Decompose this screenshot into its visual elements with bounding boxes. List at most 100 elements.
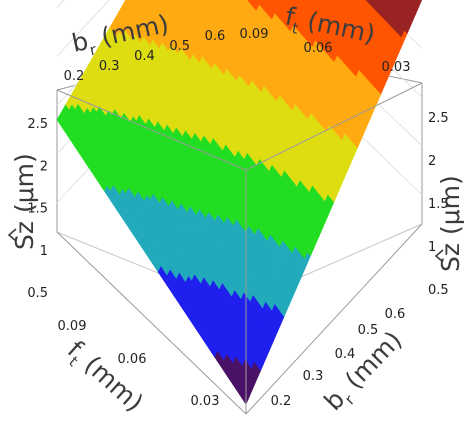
surface-cell — [203, 0, 211, 8]
surface-cell — [403, 0, 409, 5]
surface-cell — [258, 0, 266, 9]
surface-cell — [240, 0, 247, 6]
surface-cell — [341, 0, 349, 8]
br-tick-label-front: 0.4 — [335, 347, 356, 362]
z-tick-label-left: 2.5 — [27, 117, 48, 132]
surface-cell — [129, 0, 132, 2]
surface-cell — [332, 0, 340, 7]
surface-cell — [247, 0, 252, 4]
surface-cell — [412, 0, 418, 4]
surface-cell — [150, 0, 154, 3]
ft-tick-label-front: 0.03 — [191, 394, 220, 409]
ft-tick-label-top: 0.09 — [240, 27, 269, 42]
surface-cell — [415, 0, 423, 7]
br-tick-label-top: 0.2 — [64, 69, 85, 84]
surface-cell — [393, 0, 400, 5]
surface — [56, 0, 423, 405]
grid-line — [56, 0, 110, 57]
br-tick-label-top: 0.4 — [134, 49, 155, 64]
surface-cell — [194, 0, 201, 6]
surface-cell — [292, 0, 300, 10]
surface-cell — [216, 0, 222, 4]
surface-cell — [313, 0, 321, 6]
surface-cell — [186, 0, 191, 3]
br-tick-label-front: 0.2 — [271, 394, 292, 409]
surface-cell — [409, 0, 417, 11]
surface-cell — [393, 0, 395, 2]
surface-cell — [145, 0, 153, 8]
surface-cell — [378, 0, 386, 8]
surface-cell — [307, 0, 315, 9]
surface-cell — [188, 0, 196, 7]
surface-cell — [369, 0, 377, 8]
surface-cell — [193, 0, 196, 2]
ft-tick-label-front: 0.06 — [118, 352, 147, 367]
surface-cell — [350, 0, 358, 8]
z-tick-label-right: 1 — [428, 240, 436, 255]
surface-cell — [263, 0, 267, 3]
z-tick-label-right: 0.5 — [428, 283, 449, 298]
ft-tick-label-top: 0.03 — [382, 60, 411, 75]
surface-cell — [172, 0, 180, 7]
surface-cell — [280, 0, 287, 6]
surface-cell — [335, 0, 343, 10]
ft-tick-label-top: 0.06 — [304, 41, 333, 56]
surface-cell — [130, 0, 137, 6]
surface-cell — [312, 0, 316, 2]
surface-cell — [201, 0, 206, 4]
z-tick-label-left: 1 — [40, 244, 48, 259]
surface-cell — [304, 0, 306, 2]
z-tick-label-left: 2 — [40, 159, 48, 174]
surface-cell — [218, 0, 226, 8]
surface-cell — [231, 0, 237, 4]
surface-cell — [136, 0, 143, 5]
z-tick-label-right: 1.5 — [428, 197, 449, 212]
surface-cell — [321, 0, 325, 3]
surface-cell — [366, 0, 372, 5]
plot-box-front — [56, 82, 423, 415]
surface-cell — [375, 0, 382, 5]
surface-cell — [374, 0, 377, 2]
ft-axis-label-front: ft (mm) — [59, 335, 149, 421]
surface-cell — [406, 0, 414, 8]
surface-cell — [383, 0, 386, 2]
surface-cell — [357, 0, 363, 5]
surface-cell — [289, 0, 297, 7]
z-tick-label-left: 0.5 — [27, 286, 48, 301]
surface-cell — [182, 0, 190, 9]
surface-cell — [164, 0, 170, 4]
surface-cell — [304, 0, 311, 5]
br-axis-label-front: br (mm) — [318, 325, 411, 419]
br-tick-label-top: 0.5 — [169, 39, 190, 54]
surface-cell — [268, 0, 275, 10]
surface-cell — [255, 0, 262, 5]
surface-cell — [225, 0, 232, 6]
surface-cell — [274, 0, 281, 8]
surface-cell — [360, 0, 367, 8]
surface-cell — [397, 0, 404, 8]
surface-cell — [271, 0, 277, 4]
surface-cell — [139, 0, 147, 9]
surface-cell — [179, 0, 186, 5]
surface-cell — [326, 0, 334, 10]
tick-labels: 0.20.30.40.50.6 0.090.060.032.521.510.52.… — [27, 27, 448, 409]
surface-cell — [249, 0, 257, 7]
surface-cell — [347, 0, 354, 5]
surface-cell — [298, 0, 306, 8]
surface-cell — [264, 0, 272, 7]
br-tick-label-front: 0.3 — [303, 369, 324, 384]
br-tick-label-front: 0.6 — [385, 307, 406, 322]
surface-cell — [387, 0, 395, 8]
sz-axis-label-right: Sz (μm) — [436, 175, 465, 272]
surface-cell — [338, 0, 344, 4]
ft-tick-label-front: 0.09 — [58, 319, 87, 334]
surface-cell — [124, 0, 131, 7]
z-tick-label-right: 2 — [428, 154, 436, 169]
surface-cell — [295, 0, 301, 4]
surface-cell — [239, 0, 242, 2]
surface-cell — [223, 0, 227, 2]
surface-cell — [209, 0, 217, 6]
surface-cell — [234, 0, 242, 8]
surface-cell — [365, 0, 368, 2]
